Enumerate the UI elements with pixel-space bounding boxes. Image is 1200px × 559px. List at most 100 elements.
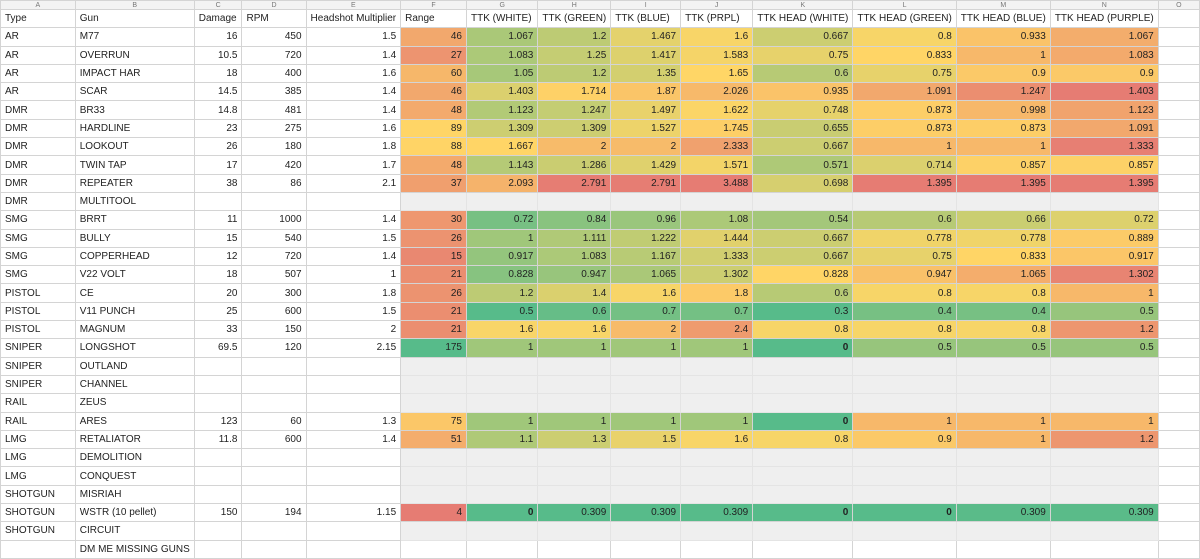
ttk-head-cell[interactable]: 1.091 (1049, 118, 1159, 139)
ttk-head-cell[interactable]: 0.667 (752, 137, 854, 157)
ttk-head-cell[interactable] (955, 466, 1051, 486)
ttk-head-cell[interactable] (955, 356, 1051, 376)
headshot-multiplier-cell[interactable]: 2.1 (305, 173, 402, 193)
range-cell[interactable] (400, 466, 467, 486)
ttk-cell[interactable]: 2 (610, 320, 682, 340)
ttk-cell[interactable]: 0.5 (465, 301, 539, 322)
ttk-cell[interactable]: 1 (610, 338, 682, 358)
ttk-cell[interactable]: 1.286 (537, 155, 612, 175)
ttk-head-cell[interactable]: 0 (752, 338, 854, 358)
ttk-head-cell[interactable]: 0.778 (955, 228, 1051, 248)
ttk-cell[interactable] (680, 484, 754, 505)
type-cell[interactable]: LMG (0, 466, 76, 486)
damage-cell[interactable] (193, 356, 243, 376)
range-cell[interactable]: 51 (400, 429, 467, 450)
ttk-head-cell[interactable] (1049, 356, 1159, 376)
gun-cell[interactable]: LOOKOUT (74, 137, 195, 157)
headshot-multiplier-cell[interactable] (305, 539, 402, 559)
ttk-cell[interactable]: 1.333 (680, 246, 754, 267)
rpm-cell[interactable] (241, 448, 307, 468)
ttk-cell[interactable]: 1 (537, 338, 612, 358)
gun-cell[interactable]: TWIN TAP (74, 155, 195, 175)
type-cell[interactable]: PISTOL (0, 320, 76, 340)
ttk-cell[interactable] (537, 521, 612, 541)
ttk-cell[interactable]: 1 (610, 411, 682, 431)
range-cell[interactable] (400, 356, 467, 376)
ttk-cell[interactable] (537, 484, 612, 505)
ttk-cell[interactable]: 1.083 (537, 246, 612, 267)
empty-cell[interactable] (1157, 137, 1200, 157)
rpm-cell[interactable]: 275 (241, 118, 307, 139)
damage-cell[interactable] (193, 521, 243, 541)
ttk-head-cell[interactable] (1049, 191, 1159, 212)
gun-cell[interactable]: COPPERHEAD (74, 246, 195, 267)
headshot-multiplier-cell[interactable] (305, 484, 402, 505)
range-cell[interactable]: 75 (400, 411, 467, 431)
gun-cell[interactable]: V22 VOLT (74, 265, 195, 285)
ttk-head-cell[interactable]: 0.3 (752, 301, 854, 322)
type-cell[interactable]: SHOTGUN (0, 484, 76, 505)
empty-cell[interactable] (1157, 338, 1200, 358)
ttk-cell[interactable]: 1.3 (537, 429, 612, 450)
ttk-cell[interactable] (610, 521, 682, 541)
rpm-cell[interactable]: 720 (241, 45, 307, 65)
ttk-cell[interactable]: 1 (680, 411, 754, 431)
ttk-head-cell[interactable]: 0.8 (955, 320, 1051, 340)
header-cell[interactable]: TTK (PRPL) (680, 8, 754, 29)
ttk-head-cell[interactable]: 0.5 (955, 338, 1051, 358)
ttk-head-cell[interactable]: 0.935 (752, 82, 854, 102)
ttk-cell[interactable]: 1.309 (465, 118, 539, 139)
ttk-cell[interactable] (680, 448, 754, 468)
column-letter-j[interactable]: J (680, 0, 754, 10)
headshot-multiplier-cell[interactable]: 1.5 (305, 27, 402, 47)
ttk-head-cell[interactable]: 0.6 (752, 283, 854, 303)
ttk-head-cell[interactable] (752, 356, 854, 376)
ttk-cell[interactable] (465, 393, 539, 413)
gun-cell[interactable]: MAGNUM (74, 320, 195, 340)
ttk-head-cell[interactable]: 1.395 (1049, 173, 1159, 193)
column-letter-a[interactable]: A (0, 0, 76, 10)
range-cell[interactable]: 46 (400, 82, 467, 102)
ttk-cell[interactable] (610, 448, 682, 468)
ttk-head-cell[interactable]: 0.4 (852, 301, 957, 322)
ttk-cell[interactable]: 1.429 (610, 155, 682, 175)
empty-cell[interactable] (1157, 484, 1200, 505)
ttk-head-cell[interactable] (852, 393, 957, 413)
column-letter-h[interactable]: H (537, 0, 612, 10)
gun-cell[interactable]: REPEATER (74, 173, 195, 193)
damage-cell[interactable]: 25 (193, 301, 243, 322)
header-cell[interactable]: Type (0, 8, 76, 29)
ttk-cell[interactable]: 1.2 (537, 63, 612, 84)
type-cell[interactable]: SMG (0, 210, 76, 230)
ttk-head-cell[interactable]: 0.833 (852, 45, 957, 65)
gun-cell[interactable]: BULLY (74, 228, 195, 248)
rpm-cell[interactable]: 385 (241, 82, 307, 102)
ttk-head-cell[interactable]: 1.123 (1049, 100, 1159, 120)
gun-cell[interactable]: BRRT (74, 210, 195, 230)
ttk-cell[interactable]: 1.222 (610, 228, 682, 248)
ttk-head-cell[interactable]: 0 (752, 411, 854, 431)
empty-cell[interactable] (1157, 374, 1200, 395)
header-cell[interactable]: TTK HEAD (WHITE) (752, 8, 854, 29)
gun-cell[interactable]: MISRIAH (74, 484, 195, 505)
ttk-cell[interactable] (537, 356, 612, 376)
ttk-cell[interactable] (610, 484, 682, 505)
gun-cell[interactable]: M77 (74, 27, 195, 47)
gun-cell[interactable]: CIRCUIT (74, 521, 195, 541)
ttk-head-cell[interactable]: 0.889 (1049, 228, 1159, 248)
empty-cell[interactable] (1157, 411, 1200, 431)
ttk-cell[interactable]: 0.84 (537, 210, 612, 230)
rpm-cell[interactable]: 600 (241, 429, 307, 450)
ttk-head-cell[interactable]: 0.75 (752, 45, 854, 65)
ttk-head-cell[interactable]: 0.8 (852, 283, 957, 303)
ttk-cell[interactable]: 1.167 (610, 246, 682, 267)
ttk-head-cell[interactable] (1049, 521, 1159, 541)
type-cell[interactable]: SHOTGUN (0, 521, 76, 541)
range-cell[interactable] (400, 191, 467, 212)
rpm-cell[interactable]: 194 (241, 503, 307, 523)
ttk-cell[interactable] (465, 191, 539, 212)
ttk-head-cell[interactable]: 0.873 (852, 118, 957, 139)
range-cell[interactable]: 26 (400, 228, 467, 248)
ttk-head-cell[interactable]: 0.857 (1049, 155, 1159, 175)
rpm-cell[interactable]: 450 (241, 27, 307, 47)
